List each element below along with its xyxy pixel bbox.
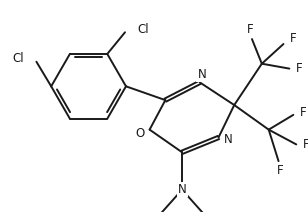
Text: F: F xyxy=(247,23,253,36)
Text: F: F xyxy=(296,62,302,75)
Text: N: N xyxy=(224,133,233,146)
Text: Cl: Cl xyxy=(138,23,149,36)
Text: N: N xyxy=(197,68,206,81)
Text: F: F xyxy=(303,138,308,151)
Text: N: N xyxy=(178,183,186,196)
Text: F: F xyxy=(290,32,297,45)
Text: O: O xyxy=(135,127,144,140)
Text: F: F xyxy=(300,106,306,119)
Text: F: F xyxy=(277,165,284,177)
Text: Cl: Cl xyxy=(12,52,24,65)
